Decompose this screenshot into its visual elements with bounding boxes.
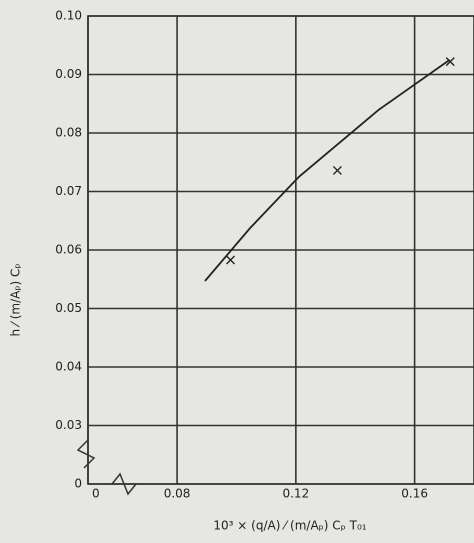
y-tick-label: 0 [74,477,82,491]
marker [226,255,236,265]
y-tick-label: 0.04 [55,360,82,374]
y-tick-label: 0.03 [55,418,82,432]
x-tick-label: 0.08 [164,487,191,501]
y-axis-label: h ⁄ (m/Aₚ) Cₚ [9,263,23,336]
x-tick-label: 0 [92,487,100,501]
curve [204,59,451,282]
x-tick-label: 0.16 [401,487,428,501]
y-tick-label: 0.10 [55,9,82,23]
y-axis-break [76,439,96,469]
x-tick-label: 0.12 [282,487,309,501]
x-axis-label: 10³ × (q/A) ⁄ (m/Aₚ) Cₚ T₀₁ [213,519,366,533]
marker [332,165,342,175]
y-tick-label: 0.05 [55,301,82,315]
y-tick-label: 0.08 [55,126,82,140]
y-tick-label: 0.07 [55,184,82,198]
y-tick-label: 0.09 [55,67,82,81]
marker [445,57,455,67]
y-tick-label: 0.06 [55,243,82,257]
